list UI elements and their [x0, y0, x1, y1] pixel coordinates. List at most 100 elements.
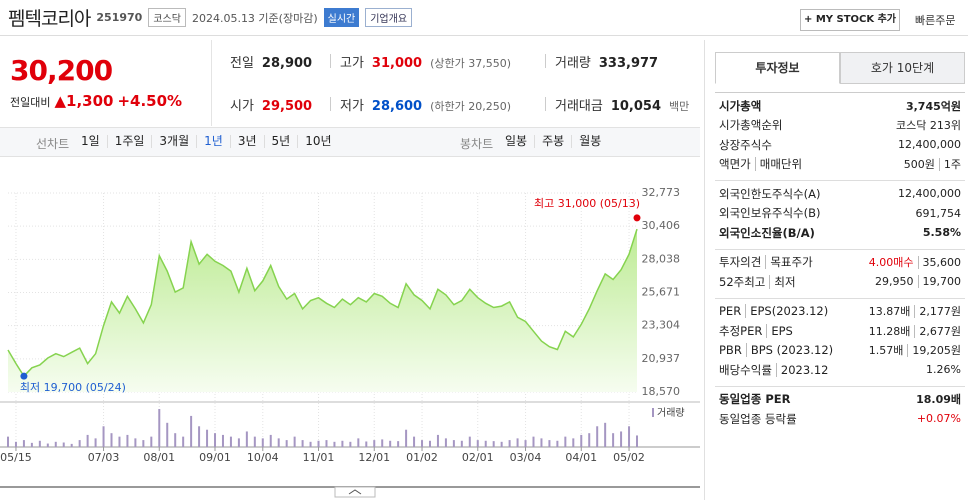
current-price: 30,200: [10, 54, 113, 87]
label-part: 외국인보유주식수(B): [719, 206, 821, 221]
volume-bar: [500, 441, 503, 447]
volume-bar: [126, 434, 129, 447]
company-info-button[interactable]: 기업개요: [365, 8, 413, 27]
value-part: 12,400,000: [898, 138, 961, 152]
x-tick-label: 01/02: [406, 451, 438, 464]
collapse-button[interactable]: [334, 486, 376, 498]
quick-order-button[interactable]: 빠른주문: [915, 14, 956, 27]
side-tab[interactable]: 호가 10단계: [840, 52, 965, 84]
volume-legend-mark: [652, 408, 654, 417]
candle-chart-label[interactable]: 봉차트: [460, 137, 494, 151]
label-part: 외국인소진율(B/A): [719, 225, 815, 240]
volume-bar: [285, 440, 288, 447]
x-tick-label: 03/04: [510, 451, 542, 464]
label-part: 최저: [769, 274, 796, 289]
info-value: 691,754: [916, 207, 962, 220]
separator: [330, 97, 331, 111]
info-value: 12,400,000: [898, 187, 961, 200]
info-value: 18.09배: [916, 391, 961, 407]
candle-tab[interactable]: 일봉: [505, 134, 528, 148]
info-row: 동일업종 PER 18.09배: [719, 390, 961, 410]
period-tab[interactable]: 5년: [263, 135, 298, 148]
info-value: +0.07%: [917, 412, 961, 425]
info-label: 상장주식수: [719, 137, 772, 153]
period-tab[interactable]: 1주일: [106, 135, 152, 148]
info-label: 동일업종 PER: [719, 391, 790, 407]
volume-bar: [596, 426, 599, 447]
volume-bar: [221, 434, 224, 447]
volume-bar: [237, 438, 240, 447]
value-part: 691,754: [915, 206, 962, 220]
info-row: 시가총액순위 코스닥 213위: [719, 116, 961, 136]
info-row: 투자의견 목표주가 4.00매수 35,600: [719, 253, 961, 273]
volume-bar: [214, 433, 217, 447]
volume-bar: [94, 438, 97, 447]
x-tick-label: 05/15: [0, 451, 32, 464]
info-row: 외국인한도주식수(A) 12,400,000: [719, 184, 961, 204]
y-tick-label: 23,304: [642, 319, 681, 332]
y-tick-label: 18,570: [642, 385, 681, 398]
volume-bar: [261, 438, 264, 447]
info-section: 투자의견 목표주가 4.00매수 35,600 52주최고 최저 29,950 19,700: [715, 248, 965, 298]
info-value: 4.00매수 35,600: [869, 254, 961, 270]
summary-item: 시가 29,500: [230, 95, 312, 114]
collapse-icon: [348, 489, 362, 495]
value-part: 1.26%: [926, 363, 961, 377]
volume-bar: [556, 440, 559, 447]
info-row: 시가총액 3,745억원: [719, 96, 961, 116]
period-tab[interactable]: 10년: [297, 135, 338, 148]
candle-tab[interactable]: 월봉: [571, 135, 608, 148]
value-part: 4.00매수: [868, 256, 914, 270]
volume-bar: [70, 443, 73, 447]
y-tick-label: 25,671: [642, 286, 681, 299]
candle-tab[interactable]: 주봉: [534, 135, 571, 148]
volume-bar: [182, 436, 185, 447]
period-tab[interactable]: 3개월: [151, 135, 196, 148]
side-tabs: 투자정보 호가 10단계: [715, 52, 965, 84]
volume-bar: [365, 441, 368, 447]
value-part: 5.58%: [922, 226, 961, 240]
value-part: 12,400,000: [898, 187, 961, 201]
volume-bar: [317, 440, 320, 447]
period-tab[interactable]: 1년: [196, 135, 230, 148]
volume-bar: [516, 438, 519, 447]
volume-bar: [54, 441, 57, 447]
label-part: 52주최고: [719, 274, 766, 289]
volume-bar: [628, 426, 631, 447]
volume-bar: [444, 438, 447, 447]
period-tab[interactable]: 3년: [229, 135, 264, 148]
volume-bar: [341, 440, 344, 447]
info-label: PBR BPS (2023.12): [719, 343, 834, 358]
volume-bar: [532, 436, 535, 447]
line-chart-label[interactable]: 선차트: [36, 137, 70, 151]
change-rate: +4.50%: [117, 92, 183, 110]
info-row: PER EPS(2023.12) 13.87배 2,177원: [719, 302, 961, 322]
volume-bar: [309, 441, 312, 447]
side-tab[interactable]: 투자정보: [715, 52, 840, 84]
label-part: 목표주가: [765, 255, 813, 270]
volume-bar: [620, 431, 623, 447]
my-stock-button[interactable]: + MY STOCK 추가: [800, 9, 900, 31]
realtime-button[interactable]: 실시간: [323, 8, 360, 27]
label-part: 추정PER: [719, 323, 763, 338]
summary-label: 거래대금: [555, 99, 603, 114]
price-line: [7, 228, 638, 378]
volume-bar: [277, 438, 280, 447]
y-tick-label: 32,773: [642, 186, 681, 199]
volume-bar: [524, 440, 527, 447]
summary-item: 거래대금 10,054 백만: [555, 95, 689, 114]
volume-bar: [206, 429, 209, 447]
info-value: 13.87배 2,177원: [869, 303, 961, 319]
summary-item: 거래량 333,977: [555, 52, 658, 71]
info-section: PER EPS(2023.12) 13.87배 2,177원 추정PER EPS 11.28…: [715, 297, 965, 386]
info-section: 동일업종 PER 18.09배 동일업종 등락률 +0.07%: [715, 385, 965, 435]
y-tick-label: 30,406: [642, 219, 681, 232]
stock-code: 251970: [96, 11, 143, 24]
volume-bar: [548, 440, 551, 447]
volume-bar: [38, 440, 41, 447]
info-row: 52주최고 최저 29,950 19,700: [719, 272, 961, 292]
value-part: 19,205원: [907, 344, 961, 358]
value-part: +0.07%: [916, 412, 961, 426]
period-tab[interactable]: 1일: [81, 134, 100, 148]
